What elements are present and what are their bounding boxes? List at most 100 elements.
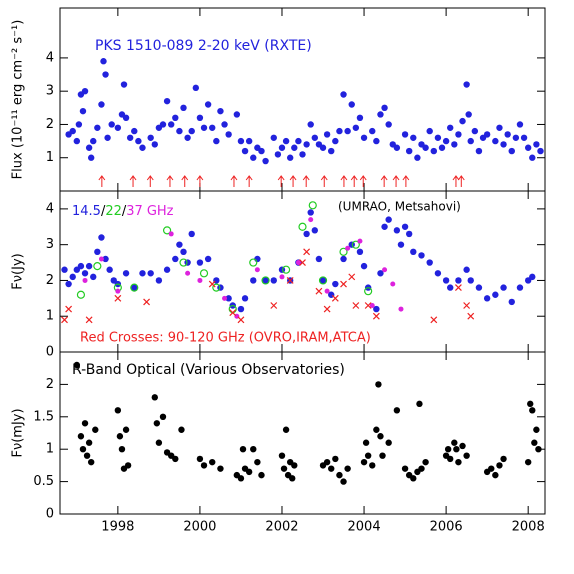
x-tick-label: 2002 [265, 520, 298, 535]
point [373, 137, 380, 145]
y-tick-label: 1 [46, 150, 54, 165]
point [442, 277, 450, 284]
point [116, 433, 124, 440]
point [483, 131, 491, 138]
point [286, 277, 294, 284]
point [217, 284, 224, 291]
point [465, 111, 472, 118]
point [258, 471, 265, 479]
point [289, 475, 296, 482]
point [434, 134, 442, 141]
point [447, 124, 454, 131]
point [332, 280, 339, 288]
point [405, 147, 413, 155]
point [422, 144, 429, 151]
point [295, 137, 302, 145]
flare-arrow [380, 175, 388, 187]
point [295, 260, 301, 266]
point [237, 137, 245, 145]
point [351, 240, 360, 249]
point [418, 252, 425, 259]
point [379, 452, 386, 459]
point [163, 97, 171, 105]
legend-unit: GHz [147, 204, 174, 219]
point [393, 407, 401, 414]
point [520, 134, 528, 141]
point [212, 283, 221, 292]
point [311, 134, 319, 141]
point [118, 446, 126, 453]
y-tick-label: 4 [46, 50, 54, 65]
point [114, 407, 122, 414]
point [82, 277, 88, 283]
point [79, 446, 87, 453]
point [199, 269, 209, 278]
point [390, 281, 396, 287]
point [308, 217, 314, 223]
point [299, 259, 306, 266]
point [131, 284, 138, 291]
point [451, 439, 458, 446]
y-tick-label: 2 [46, 377, 54, 392]
point [336, 471, 343, 479]
point [348, 101, 355, 108]
point [200, 462, 208, 469]
point [319, 144, 327, 151]
point [254, 267, 260, 273]
point [120, 81, 128, 88]
point [282, 137, 290, 145]
point [237, 475, 245, 482]
point [122, 114, 130, 122]
point [373, 305, 380, 313]
flare-arrow [452, 175, 460, 187]
point [162, 226, 172, 235]
point [416, 400, 423, 408]
point [377, 111, 384, 118]
point [475, 147, 483, 155]
point [270, 277, 277, 284]
point [375, 381, 382, 388]
point [324, 288, 330, 294]
point [270, 134, 277, 141]
point [104, 134, 111, 141]
point [114, 124, 122, 131]
annotation: (UMRAO, Metsahovi) [338, 200, 461, 214]
point [385, 121, 392, 128]
point [81, 87, 89, 95]
point [114, 294, 122, 302]
point [381, 223, 388, 230]
point [73, 361, 81, 369]
point [221, 121, 228, 128]
point [229, 309, 237, 317]
y-tick-label: 1.5 [33, 409, 54, 424]
point [369, 462, 376, 469]
point [130, 283, 139, 292]
point [500, 141, 507, 148]
point [291, 144, 298, 151]
point [336, 127, 343, 135]
point [90, 137, 97, 145]
point [524, 144, 532, 151]
point [85, 316, 93, 324]
point [258, 147, 265, 155]
point [356, 114, 364, 122]
legend-entry: 14.5 [72, 204, 101, 219]
y-tick-label: 2 [46, 117, 54, 132]
y-tick-label: 2 [46, 273, 54, 288]
point [196, 114, 204, 122]
point [102, 255, 109, 263]
point [475, 284, 483, 291]
point [237, 316, 245, 324]
point [315, 287, 323, 295]
point [382, 267, 388, 273]
flare-arrow [359, 175, 367, 187]
point [492, 137, 499, 145]
point [401, 465, 409, 472]
point [81, 270, 89, 277]
point [430, 316, 438, 324]
legend-entry: 37 [126, 204, 143, 219]
point [303, 248, 311, 256]
x-tick-label: 2008 [512, 520, 545, 535]
point [77, 433, 85, 440]
